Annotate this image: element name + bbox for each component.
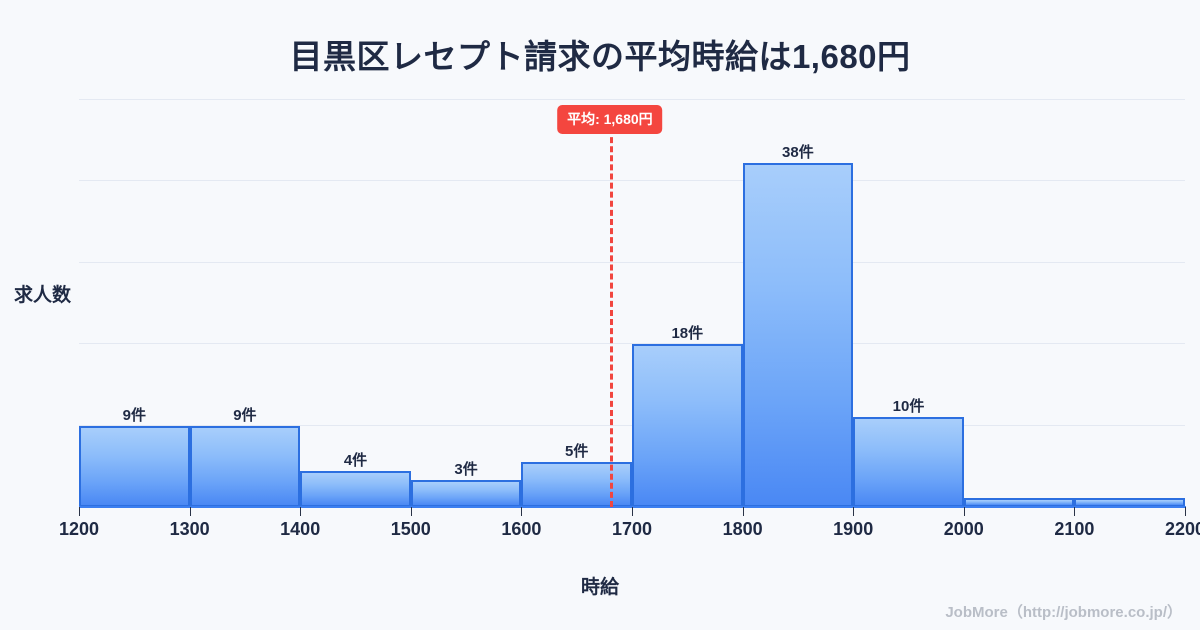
x-axis-tick <box>189 507 191 516</box>
bar[interactable] <box>632 344 743 507</box>
bar-value-label: 10件 <box>892 397 925 415</box>
x-axis-tick-label: 1400 <box>280 519 321 539</box>
x-axis-tick-label: 2200 <box>1164 519 1200 539</box>
bar[interactable] <box>742 163 854 507</box>
bar[interactable] <box>79 425 190 507</box>
gridline <box>79 180 1185 182</box>
bar[interactable] <box>410 479 522 507</box>
x-axis-title: 時給 <box>580 577 619 598</box>
bar[interactable] <box>300 470 411 507</box>
x-axis-tick <box>1074 507 1076 516</box>
bar-value-label: 5件 <box>565 442 589 460</box>
page-title: 目黒区レセプト請求の平均時給は1,680円 <box>289 38 911 75</box>
x-axis-tick <box>410 507 412 516</box>
gridline <box>79 261 1185 263</box>
watermark: JobMore（http://jobmore.co.jp/） <box>945 604 1182 621</box>
x-axis-tick-label: 2100 <box>1054 519 1095 539</box>
plot-area <box>79 99 1185 507</box>
bar[interactable] <box>1074 497 1185 507</box>
x-axis-tick <box>521 507 523 516</box>
y-axis-title: 求人数 <box>14 285 72 306</box>
x-axis-tick <box>79 507 80 516</box>
x-axis-tick <box>963 507 965 516</box>
gridline <box>79 343 1185 345</box>
average-badge: 平均: 1,680円 <box>557 105 663 134</box>
x-axis-tick-label: 1900 <box>833 519 874 539</box>
bar-value-label: 9件 <box>233 406 257 424</box>
bar[interactable] <box>963 497 1075 507</box>
bar-value-label: 9件 <box>122 406 146 424</box>
x-axis-tick <box>853 507 855 516</box>
bar-value-label: 3件 <box>454 460 478 478</box>
gridline <box>79 99 1185 100</box>
x-axis-tick <box>632 507 633 516</box>
bar[interactable] <box>853 416 964 507</box>
x-axis-tick-label: 1500 <box>390 519 431 539</box>
x-axis-tick-label: 2000 <box>943 519 984 539</box>
x-axis-tick-label: 1600 <box>501 519 542 539</box>
bar-value-label: 4件 <box>343 451 368 469</box>
x-axis-tick <box>300 507 302 516</box>
x-axis-tick-label: 1300 <box>169 519 210 539</box>
x-axis-tick <box>742 507 744 516</box>
x-axis-tick <box>1185 507 1186 516</box>
bar[interactable] <box>189 425 301 507</box>
x-axis-tick-label: 1800 <box>722 519 763 539</box>
x-axis-tick-label: 1200 <box>58 519 100 539</box>
bar[interactable] <box>521 461 632 507</box>
average-line <box>609 128 613 507</box>
bar-value-label: 38件 <box>782 144 814 162</box>
bar-value-label: 18件 <box>671 325 704 343</box>
x-axis-tick-label: 1700 <box>611 519 653 539</box>
